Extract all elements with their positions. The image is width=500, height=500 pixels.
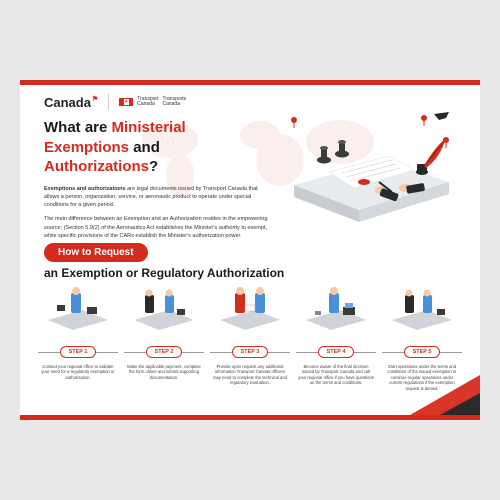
how-to-pill: How to Request	[44, 243, 148, 262]
canada-wordmark: Canada ⚑	[44, 95, 98, 110]
hero-illustration	[274, 110, 464, 230]
how-to-section: How to Request an Exemption or Regulator…	[44, 242, 284, 280]
infographic-page: Canada ⚑ ✦ Transport Canada Transports C…	[20, 80, 480, 420]
step-1: STEP 1 Contact your regional office to v…	[38, 285, 118, 391]
header: Canada ⚑ ✦ Transport Canada Transports C…	[44, 94, 186, 110]
dept-name-fr: Transports Canada	[162, 97, 186, 108]
step-1-desc: Contact your regional office to validate…	[38, 364, 118, 380]
step-4: STEP 4 Become aware of the final decisio…	[296, 285, 376, 391]
step-5-illustration	[387, 285, 457, 335]
steps-row: STEP 1 Contact your regional office to v…	[38, 285, 462, 391]
step-4-desc: Become aware of the final decision issue…	[296, 364, 376, 386]
step-3: STEP 3 Provide upon request any addition…	[210, 285, 290, 391]
step-2-illustration	[129, 285, 199, 335]
accent-bar-bottom	[20, 415, 480, 420]
intro-para-2: The main difference between an Exemption…	[44, 215, 274, 240]
step-3-illustration	[215, 285, 285, 335]
intro-para-1: Exemptions and authorizations are legal …	[44, 185, 274, 210]
step-3-desc: Provide upon request any additional info…	[210, 364, 290, 386]
transport-canada-logo: ✦ Transport Canada Transports Canada	[119, 97, 186, 108]
step-3-label: STEP 3	[232, 346, 269, 358]
corner-accent-dark	[440, 393, 480, 415]
step-5-label: STEP 5	[404, 346, 441, 358]
step-4-illustration	[301, 285, 371, 335]
step-2: STEP 2 Make the applicable payment, comp…	[124, 285, 204, 391]
step-4-label: STEP 4	[318, 346, 355, 358]
how-to-subtitle: an Exemption or Regulatory Authorization	[44, 266, 284, 280]
page-title: What are Ministerial Exemptions and Auth…	[44, 118, 274, 177]
step-1-illustration	[43, 285, 113, 335]
step-2-desc: Make the applicable payment, complete th…	[124, 364, 204, 380]
wordmark-text: Canada	[44, 95, 91, 110]
hero-section: What are Ministerial Exemptions and Auth…	[44, 118, 274, 246]
header-divider	[108, 94, 109, 110]
dept-name-en: Transport Canada	[137, 97, 158, 108]
accent-bar-top	[20, 80, 480, 85]
wordmark-flag-icon: ⚑	[92, 95, 98, 103]
canada-flag-icon: ✦	[119, 98, 133, 106]
step-1-label: STEP 1	[60, 346, 97, 358]
step-2-label: STEP 2	[146, 346, 183, 358]
